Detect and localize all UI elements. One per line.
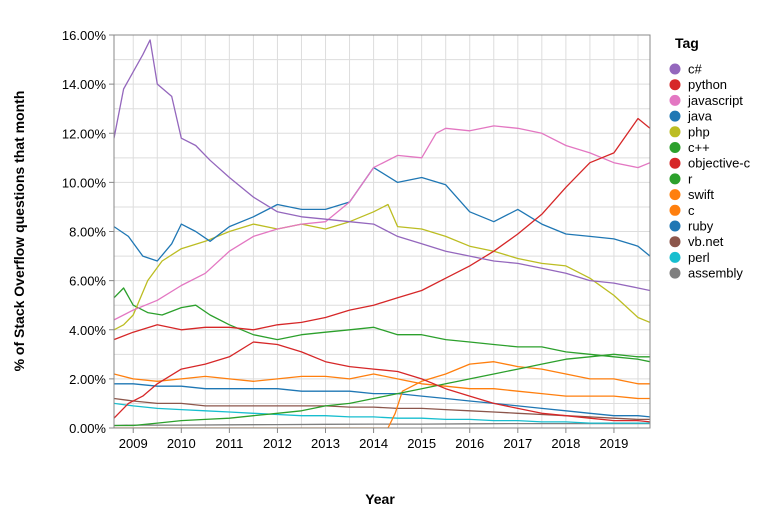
legend-swatch — [669, 63, 681, 75]
y-tick-label: 14.00% — [62, 77, 107, 92]
legend-label: php — [688, 124, 710, 139]
series-line-python — [114, 117, 650, 341]
legend-swatch — [669, 79, 681, 91]
series-line-c++ — [114, 287, 650, 363]
legend-swatch — [669, 204, 681, 216]
legend-label: swift — [688, 187, 714, 202]
legend-swatch — [669, 173, 681, 185]
legend-label: perl — [688, 250, 710, 265]
y-tick-label: 2.00% — [69, 372, 106, 387]
x-tick-label: 2015 — [407, 436, 436, 451]
legend-swatch — [669, 110, 681, 122]
legend-label: python — [688, 77, 727, 92]
x-tick-label: 2014 — [359, 436, 388, 451]
legend-label: javascript — [687, 93, 743, 108]
y-tick-label: 6.00% — [69, 274, 106, 289]
y-axis-title: % of Stack Overflow questions that month — [11, 91, 27, 372]
legend-swatch — [669, 157, 681, 169]
legend-label: c# — [688, 62, 703, 77]
y-tick-label: 8.00% — [69, 225, 106, 240]
series-lines — [114, 39, 650, 428]
series-line-ruby — [114, 383, 650, 418]
x-axis-title: Year — [365, 491, 395, 507]
x-tick-label: 2019 — [599, 436, 628, 451]
legend-swatch — [669, 236, 681, 248]
x-tick-label: 2011 — [215, 436, 243, 451]
legend-swatch — [669, 94, 681, 106]
series-line-assembly — [114, 422, 650, 427]
legend-label: ruby — [688, 219, 714, 234]
legend-label: objective-c — [688, 156, 751, 171]
series-line-swift — [114, 361, 650, 428]
x-tick-label: 2016 — [455, 436, 484, 451]
legend: c#pythonjavascriptjavaphpc++objective-cr… — [669, 62, 751, 281]
x-tick-label: 2009 — [119, 436, 148, 451]
y-tick-label: 4.00% — [69, 323, 106, 338]
series-line-perl — [114, 402, 650, 424]
y-axis-ticks: 0.00% 2.00% 4.00% 6.00% 8.00% 10.00% 12.00% 14.… — [62, 28, 114, 436]
y-tick-label: 12.00% — [62, 126, 107, 141]
y-tick-label: 10.00% — [62, 175, 107, 190]
legend-label: c++ — [688, 140, 710, 155]
legend-label: r — [688, 171, 693, 186]
legend-swatch — [669, 267, 681, 279]
x-tick-label: 2010 — [167, 436, 196, 451]
legend-swatch — [669, 142, 681, 153]
x-tick-label: 2017 — [503, 436, 532, 451]
series-line-javascript — [114, 125, 650, 321]
legend-swatch — [669, 189, 681, 201]
x-tick-label: 2018 — [551, 436, 580, 451]
x-tick-label: 2012 — [263, 436, 292, 451]
legend-swatch — [669, 126, 681, 138]
series-line-php — [114, 203, 650, 331]
x-axis-ticks: 2009 2010 2011 2012 2013 2014 2015 2016 2017 2018… — [119, 428, 628, 451]
series-line-c# — [114, 39, 650, 292]
series-line-c — [114, 373, 650, 400]
legend-label: assembly — [688, 266, 743, 281]
legend-title: Tag — [675, 35, 699, 51]
series-line-r — [114, 353, 650, 427]
y-tick-label: 0.00% — [69, 421, 106, 436]
legend-swatch — [669, 251, 681, 263]
y-tick-label: 16.00% — [62, 28, 107, 43]
series-line-java — [114, 166, 650, 262]
legend-label: c — [688, 203, 695, 218]
series-line-objective-c — [114, 341, 650, 423]
legend-label: java — [687, 109, 713, 124]
legend-label: vb.net — [688, 234, 724, 249]
legend-swatch — [669, 220, 681, 232]
x-tick-label: 2013 — [311, 436, 340, 451]
